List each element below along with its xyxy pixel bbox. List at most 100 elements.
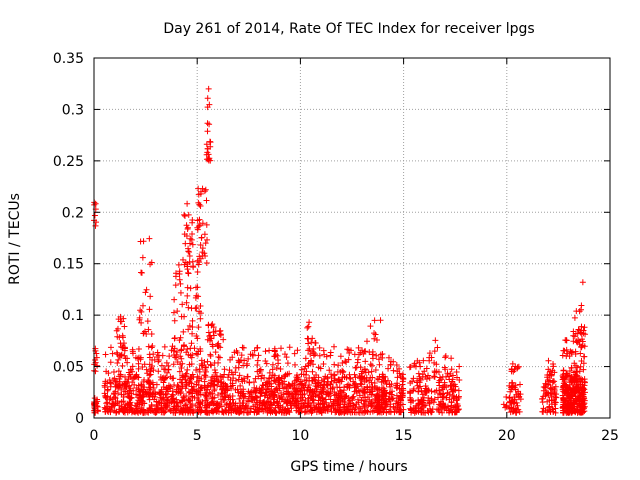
data-point [415,388,422,395]
data-point [104,393,111,400]
data-point [454,374,461,381]
data-point [442,354,449,361]
data-point [175,261,182,268]
data-point [137,238,144,245]
data-point [416,373,423,380]
data-point [283,354,290,361]
data-point [559,352,566,359]
data-point [385,354,392,361]
data-point [210,332,217,339]
data-point [279,381,286,388]
data-point [354,396,361,403]
data-point [366,349,373,356]
data-point [262,348,269,355]
data-point [337,353,344,360]
data-point [346,349,353,356]
axis-ticks [93,57,611,419]
data-point [238,352,245,359]
data-point [291,350,298,357]
data-point [172,273,179,280]
data-point [237,382,244,389]
data-point [324,407,331,414]
data-point [579,279,586,286]
data-point [208,335,215,342]
data-point [253,399,260,406]
data-point [139,302,146,309]
data-point [144,318,151,325]
data-point [422,402,429,409]
data-point [328,371,335,378]
data-point [578,330,585,337]
data-point [380,397,387,404]
data-point [358,370,365,377]
data-point [196,253,203,260]
data-point [189,231,196,238]
data-point [94,362,101,369]
data-point [236,409,243,416]
data-point [372,397,379,404]
data-point [177,376,184,383]
data-point [211,394,218,401]
data-point [580,366,587,373]
data-point [127,395,134,402]
data-point [257,393,264,400]
data-point [135,360,142,367]
data-point [549,384,556,391]
data-point [223,383,230,390]
data-point [273,365,280,372]
data-point [453,368,460,375]
data-point [198,234,205,241]
data-point [120,340,127,347]
data-point [559,401,566,408]
data-point [579,409,586,416]
data-point [194,269,201,276]
data-point [570,381,577,388]
data-point [115,356,122,363]
data-point [134,399,141,406]
data-point [334,384,341,391]
data-point [313,372,320,379]
data-point [331,343,338,350]
data-point [448,355,455,362]
data-point [104,386,111,393]
data-point [119,381,126,388]
data-point [369,408,376,415]
data-point [449,408,456,415]
data-point [575,337,582,344]
data-point [114,359,121,366]
data-point [355,351,362,358]
data-point [262,358,269,365]
data-point [398,390,405,397]
data-point [182,402,189,409]
data-point [502,404,509,411]
data-point [142,289,149,296]
data-point [397,409,404,416]
data-point [350,401,357,408]
data-point [369,362,376,369]
data-point [245,398,252,405]
data-point [304,324,311,331]
data-point [340,404,347,411]
data-point [426,354,433,361]
data-point [180,328,187,335]
data-point [186,252,193,259]
data-point [310,399,317,406]
data-point [95,408,102,415]
data-point [302,397,309,404]
data-point [571,333,578,340]
data-point [352,405,359,412]
data-point [102,351,109,358]
data-point [115,368,122,375]
data-point [221,396,228,403]
data-point [431,348,438,355]
data-point [310,361,317,368]
data-point [204,120,211,127]
data-point [415,408,422,415]
data-point [183,401,190,408]
data-point [445,373,452,380]
data-point [332,405,339,412]
data-point [316,344,323,351]
data-point [114,390,121,397]
data-point [507,388,514,395]
